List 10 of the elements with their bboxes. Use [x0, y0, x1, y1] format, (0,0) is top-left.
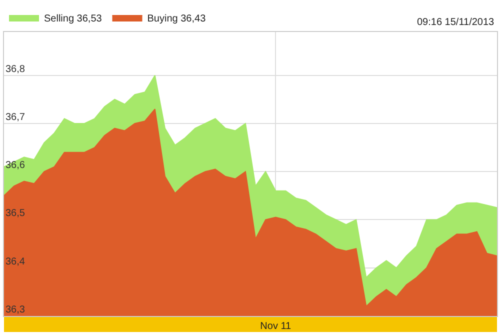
y-tick-label: 36,3: [6, 304, 26, 316]
text: 09:16 15/11/2013: [417, 17, 495, 28]
y-tick-label: 36,8: [6, 64, 26, 75]
y-tick-label: 36,7: [6, 112, 26, 123]
legend-label: Buying 36,43: [147, 13, 206, 24]
x-tick-label: Nov 11: [260, 321, 292, 332]
y-tick-label: 36,4: [6, 256, 26, 268]
y-tick-label: 36,5: [6, 208, 26, 220]
legend-label: Selling 36,53: [44, 13, 102, 24]
y-tick-label: 36,6: [6, 160, 26, 172]
